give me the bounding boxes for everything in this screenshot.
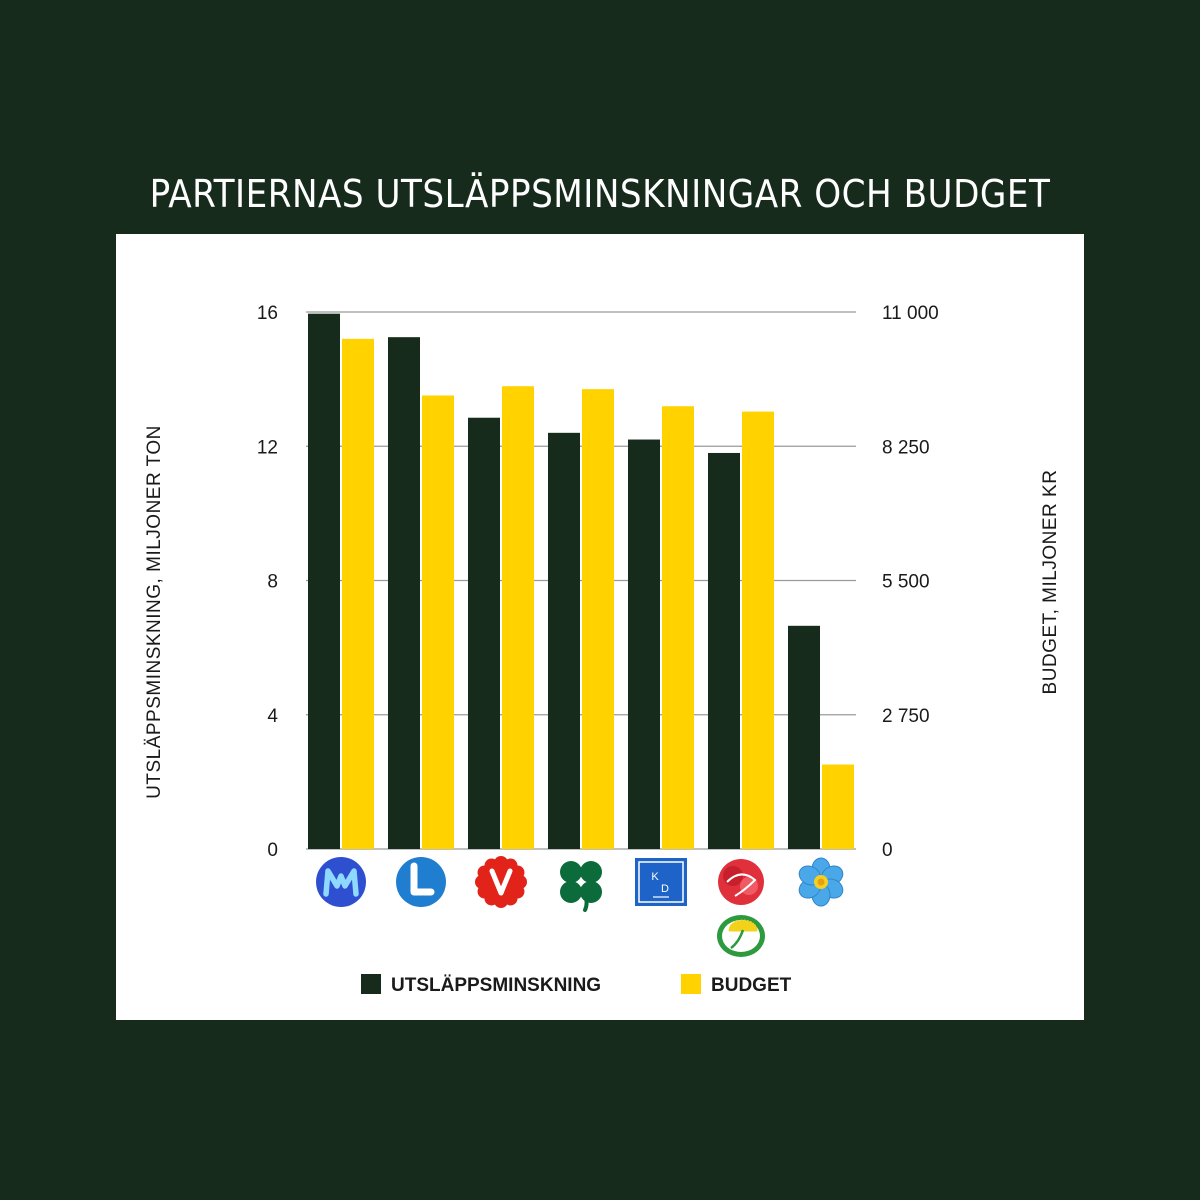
l-party-logo <box>396 857 446 907</box>
bar-budget <box>502 386 534 849</box>
y-right-tick-label: 5 500 <box>882 572 930 593</box>
c-party-logo <box>560 861 602 912</box>
legend-swatch-utslappsminskning <box>361 974 381 994</box>
bar-utslappsminskning <box>788 625 820 849</box>
y-axis-right-label: BUDGET, MILJONER KR <box>1040 470 1061 695</box>
y-right-tick-label: 0 <box>882 840 893 861</box>
v-party-logo <box>475 856 527 908</box>
s-mp-party-logos <box>717 859 765 957</box>
bar-budget <box>582 389 614 849</box>
bar-utslappsminskning <box>308 313 340 850</box>
y-right-tick-label: 2 750 <box>882 706 930 727</box>
bar-budget <box>662 406 694 849</box>
bar-utslappsminskning <box>628 439 660 849</box>
m-party-logo <box>316 857 366 907</box>
y-right-tick-label: 11 000 <box>882 303 939 324</box>
bar-chart: 0 4 8 12 16 0 2 750 5 500 8 250 11 000 KD UTSLÄPP… <box>144 303 1061 996</box>
legend-label-budget: BUDGET <box>711 975 792 996</box>
y-left-tick-label: 12 <box>257 437 278 458</box>
bar-budget <box>742 411 774 849</box>
legend: UTSLÄPPSMINSKNING BUDGET <box>361 974 792 996</box>
bar-utslappsminskning <box>388 337 420 849</box>
kd-party-logo: KD <box>635 858 687 906</box>
bar-budget <box>422 395 454 849</box>
svg-text:D: D <box>661 883 669 895</box>
svg-text:K: K <box>651 871 659 883</box>
party-logos: KD <box>316 856 844 957</box>
y-left-tick-label: 8 <box>267 572 278 593</box>
legend-label-utslappsminskning: UTSLÄPPSMINSKNING <box>391 975 601 996</box>
bar-utslappsminskning <box>468 417 500 849</box>
y-right-tick-label: 8 250 <box>882 437 930 458</box>
y-axis-left-label: UTSLÄPPSMINSKNING, MILJONER TON <box>144 425 165 799</box>
tick-labels: 0 4 8 12 16 0 2 750 5 500 8 250 11 000 <box>257 303 939 861</box>
bar-budget <box>822 764 854 849</box>
y-left-tick-label: 0 <box>267 840 278 861</box>
sd-party-logo <box>798 857 844 907</box>
bar-budget <box>342 338 374 849</box>
bars <box>308 313 854 850</box>
bar-utslappsminskning <box>708 452 740 849</box>
y-left-tick-label: 16 <box>257 303 278 324</box>
bar-utslappsminskning <box>548 432 580 849</box>
chart-title: PARTIERNAS UTSLÄPPSMINSKNINGAR OCH BUDGE… <box>149 172 1051 216</box>
legend-swatch-budget <box>681 974 701 994</box>
y-left-tick-label: 4 <box>267 706 278 727</box>
